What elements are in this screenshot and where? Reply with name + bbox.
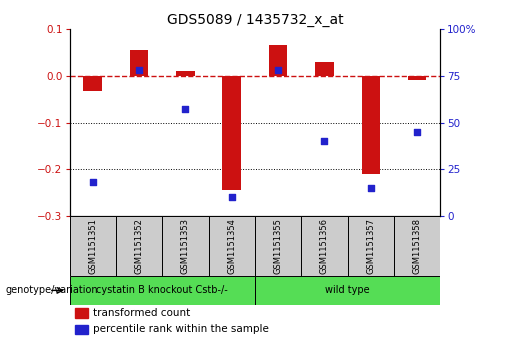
Bar — [70, 276, 255, 305]
Text: GSM1151356: GSM1151356 — [320, 218, 329, 274]
Bar — [70, 216, 116, 276]
Text: cystatin B knockout Cstb-/-: cystatin B knockout Cstb-/- — [96, 285, 228, 295]
Point — [413, 129, 421, 135]
Bar — [255, 216, 301, 276]
Bar — [162, 216, 209, 276]
Text: GSM1151357: GSM1151357 — [366, 218, 375, 274]
Text: percentile rank within the sample: percentile rank within the sample — [93, 325, 269, 334]
Point — [89, 179, 97, 185]
Bar — [75, 325, 88, 334]
Text: GSM1151351: GSM1151351 — [88, 218, 97, 274]
Bar — [269, 45, 287, 76]
Bar — [408, 76, 426, 81]
Bar — [255, 276, 440, 305]
Point — [274, 67, 282, 73]
Bar — [209, 216, 255, 276]
Bar — [348, 216, 394, 276]
Bar — [83, 76, 102, 91]
Text: GSM1151358: GSM1151358 — [413, 218, 422, 274]
Bar — [75, 308, 88, 318]
Bar — [176, 71, 195, 76]
Text: transformed count: transformed count — [93, 308, 190, 318]
Title: GDS5089 / 1435732_x_at: GDS5089 / 1435732_x_at — [167, 13, 343, 26]
Point — [135, 67, 143, 73]
Text: genotype/variation: genotype/variation — [5, 285, 98, 295]
Text: GSM1151355: GSM1151355 — [273, 218, 283, 274]
Text: wild type: wild type — [325, 285, 370, 295]
Point — [320, 138, 329, 144]
Point — [367, 185, 375, 191]
Bar — [315, 62, 334, 76]
Bar — [362, 76, 380, 174]
Point — [181, 106, 190, 112]
Bar — [301, 216, 348, 276]
Bar — [222, 76, 241, 190]
Bar — [130, 50, 148, 76]
Text: GSM1151352: GSM1151352 — [134, 218, 144, 274]
Text: GSM1151353: GSM1151353 — [181, 218, 190, 274]
Text: GSM1151354: GSM1151354 — [227, 218, 236, 274]
Bar — [394, 216, 440, 276]
Bar — [116, 216, 162, 276]
Point — [228, 194, 236, 200]
